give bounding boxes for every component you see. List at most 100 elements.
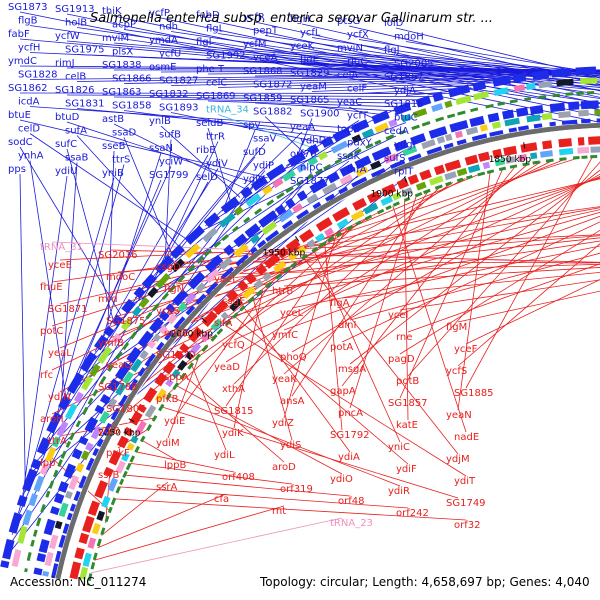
gene-connector <box>283 215 600 331</box>
feature-block <box>50 506 60 516</box>
gene-label: ycfS <box>446 366 467 377</box>
feature-block <box>64 490 73 500</box>
gene-label: fabD <box>196 10 220 21</box>
gene-label: sodC <box>8 137 33 148</box>
feature-block <box>443 142 454 150</box>
gene-label: orf70 <box>290 149 316 160</box>
feature-block <box>66 512 73 521</box>
feature-block <box>115 382 127 396</box>
feature-block <box>216 328 224 336</box>
gene-label: yceF <box>454 344 478 355</box>
reverse-feature-ring <box>69 136 600 580</box>
feature-block <box>164 330 174 341</box>
gene-label: SG1826 <box>55 85 95 96</box>
gene-connector <box>234 315 409 465</box>
gene-connector <box>341 165 516 387</box>
gene-label: ydjV <box>243 174 265 185</box>
feature-block <box>497 101 505 106</box>
gene-connector <box>168 395 401 487</box>
gene-label: holB <box>65 18 87 29</box>
feature-block <box>210 318 223 331</box>
feature-block <box>122 470 128 479</box>
gene-label: SG1867 <box>384 72 424 83</box>
feature-block <box>396 178 410 190</box>
gene-connector <box>348 25 600 85</box>
gene-label: ymdC <box>8 56 37 67</box>
gene-label: ssaN <box>149 143 173 154</box>
feature-block <box>229 298 243 312</box>
feature-block <box>84 416 99 433</box>
feature-block <box>580 77 598 85</box>
gene-label: SG1885 <box>454 388 494 399</box>
gene-label: mviN <box>337 43 363 54</box>
gene-connector <box>19 119 268 179</box>
feature-block <box>296 179 305 187</box>
feature-block <box>185 305 196 316</box>
feature-block <box>38 539 50 554</box>
feature-block <box>99 394 111 405</box>
gene-label: ycfQ <box>222 340 245 351</box>
feature-block <box>110 497 117 506</box>
feature-block <box>520 142 538 153</box>
gene-connector <box>114 498 467 521</box>
feature-block <box>361 128 375 139</box>
gene-label: cfa <box>214 494 229 505</box>
forward-color-ring <box>42 109 600 577</box>
genome-summary-text: Topology: circular; Length: 4,658,697 bp… <box>259 575 590 589</box>
feature-block <box>326 171 340 184</box>
feature-block <box>285 238 301 253</box>
gene-connector <box>124 474 351 497</box>
feature-block <box>273 260 287 273</box>
feature-block <box>558 148 574 156</box>
gene-connector <box>301 23 600 92</box>
feature-block <box>421 120 431 127</box>
feature-block <box>465 126 479 136</box>
feature-block <box>94 480 108 499</box>
gene-connector <box>243 306 351 453</box>
feature-block <box>551 67 572 78</box>
gene-label: pfkB <box>156 394 179 405</box>
gene-label: htrB <box>272 286 293 297</box>
feature-block <box>8 512 23 534</box>
gene-connector <box>76 135 181 249</box>
gene-connector <box>225 229 348 407</box>
feature-block <box>444 159 462 172</box>
feature-block <box>40 504 46 513</box>
feature-block <box>80 375 94 391</box>
feature-block <box>411 124 420 131</box>
gene-connector <box>123 76 527 84</box>
feature-block <box>292 203 304 214</box>
gene-label: dinI <box>338 320 356 331</box>
feature-block <box>243 216 251 224</box>
gene-label: yeaL <box>48 348 72 359</box>
feature-block <box>45 490 51 498</box>
feature-block <box>444 171 457 181</box>
gene-label: mdoC <box>106 272 135 283</box>
feature-block <box>30 539 35 547</box>
feature-block <box>299 228 315 243</box>
feature-block <box>58 534 66 548</box>
feature-block <box>184 225 205 245</box>
feature-block <box>74 547 85 560</box>
feature-block <box>513 84 526 93</box>
feature-block <box>264 281 273 289</box>
feature-block <box>144 353 156 367</box>
feature-block <box>102 422 112 436</box>
gene-connector <box>254 70 594 77</box>
feature-block <box>393 102 412 116</box>
feature-block <box>165 378 174 388</box>
feature-block <box>79 351 97 373</box>
gene-label: yceL <box>280 308 304 319</box>
feature-block <box>36 552 47 563</box>
feature-block <box>58 502 69 518</box>
feature-block <box>36 437 51 455</box>
gene-label: SG1975 <box>65 45 105 56</box>
feature-block <box>16 495 28 508</box>
feature-block <box>559 157 567 161</box>
gene-connector <box>233 289 264 429</box>
gene-connector <box>91 517 343 574</box>
feature-block <box>158 310 170 322</box>
gene-connector <box>100 152 162 343</box>
gene-connector <box>404 200 409 421</box>
